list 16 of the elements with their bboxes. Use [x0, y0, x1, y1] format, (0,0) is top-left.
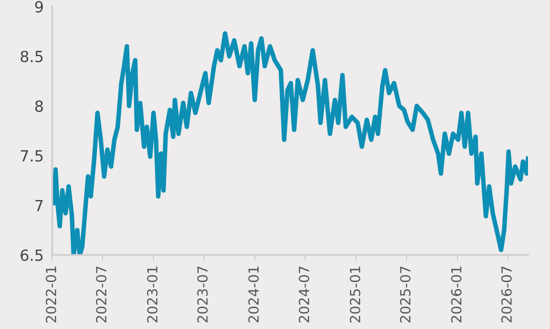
x-tick-label: 2025-07: [400, 266, 411, 322]
y-tick-label: 6.5: [20, 249, 43, 261]
x-tick-label: 2026-01: [451, 266, 462, 322]
x-tick-label: 2024-01: [248, 266, 259, 322]
y-tick-label: 7.5: [20, 150, 43, 162]
x-tick-label: 2022-01: [46, 266, 56, 322]
y-tick-label: 7: [35, 200, 43, 212]
x-tick-label: 2026-07: [501, 266, 512, 322]
y-tick-label: 8: [35, 100, 43, 112]
x-tick-label: 2025-01: [350, 266, 360, 322]
x-tick-label: 2023-01: [147, 266, 158, 322]
y-tick-label: 8.5: [20, 50, 43, 62]
x-tick-label: 2024-07: [298, 266, 310, 322]
x-tick-label: 2022-07: [96, 266, 106, 322]
x-tick-label: 2023-07: [197, 266, 208, 322]
y-tick-label: 9: [35, 1, 43, 13]
